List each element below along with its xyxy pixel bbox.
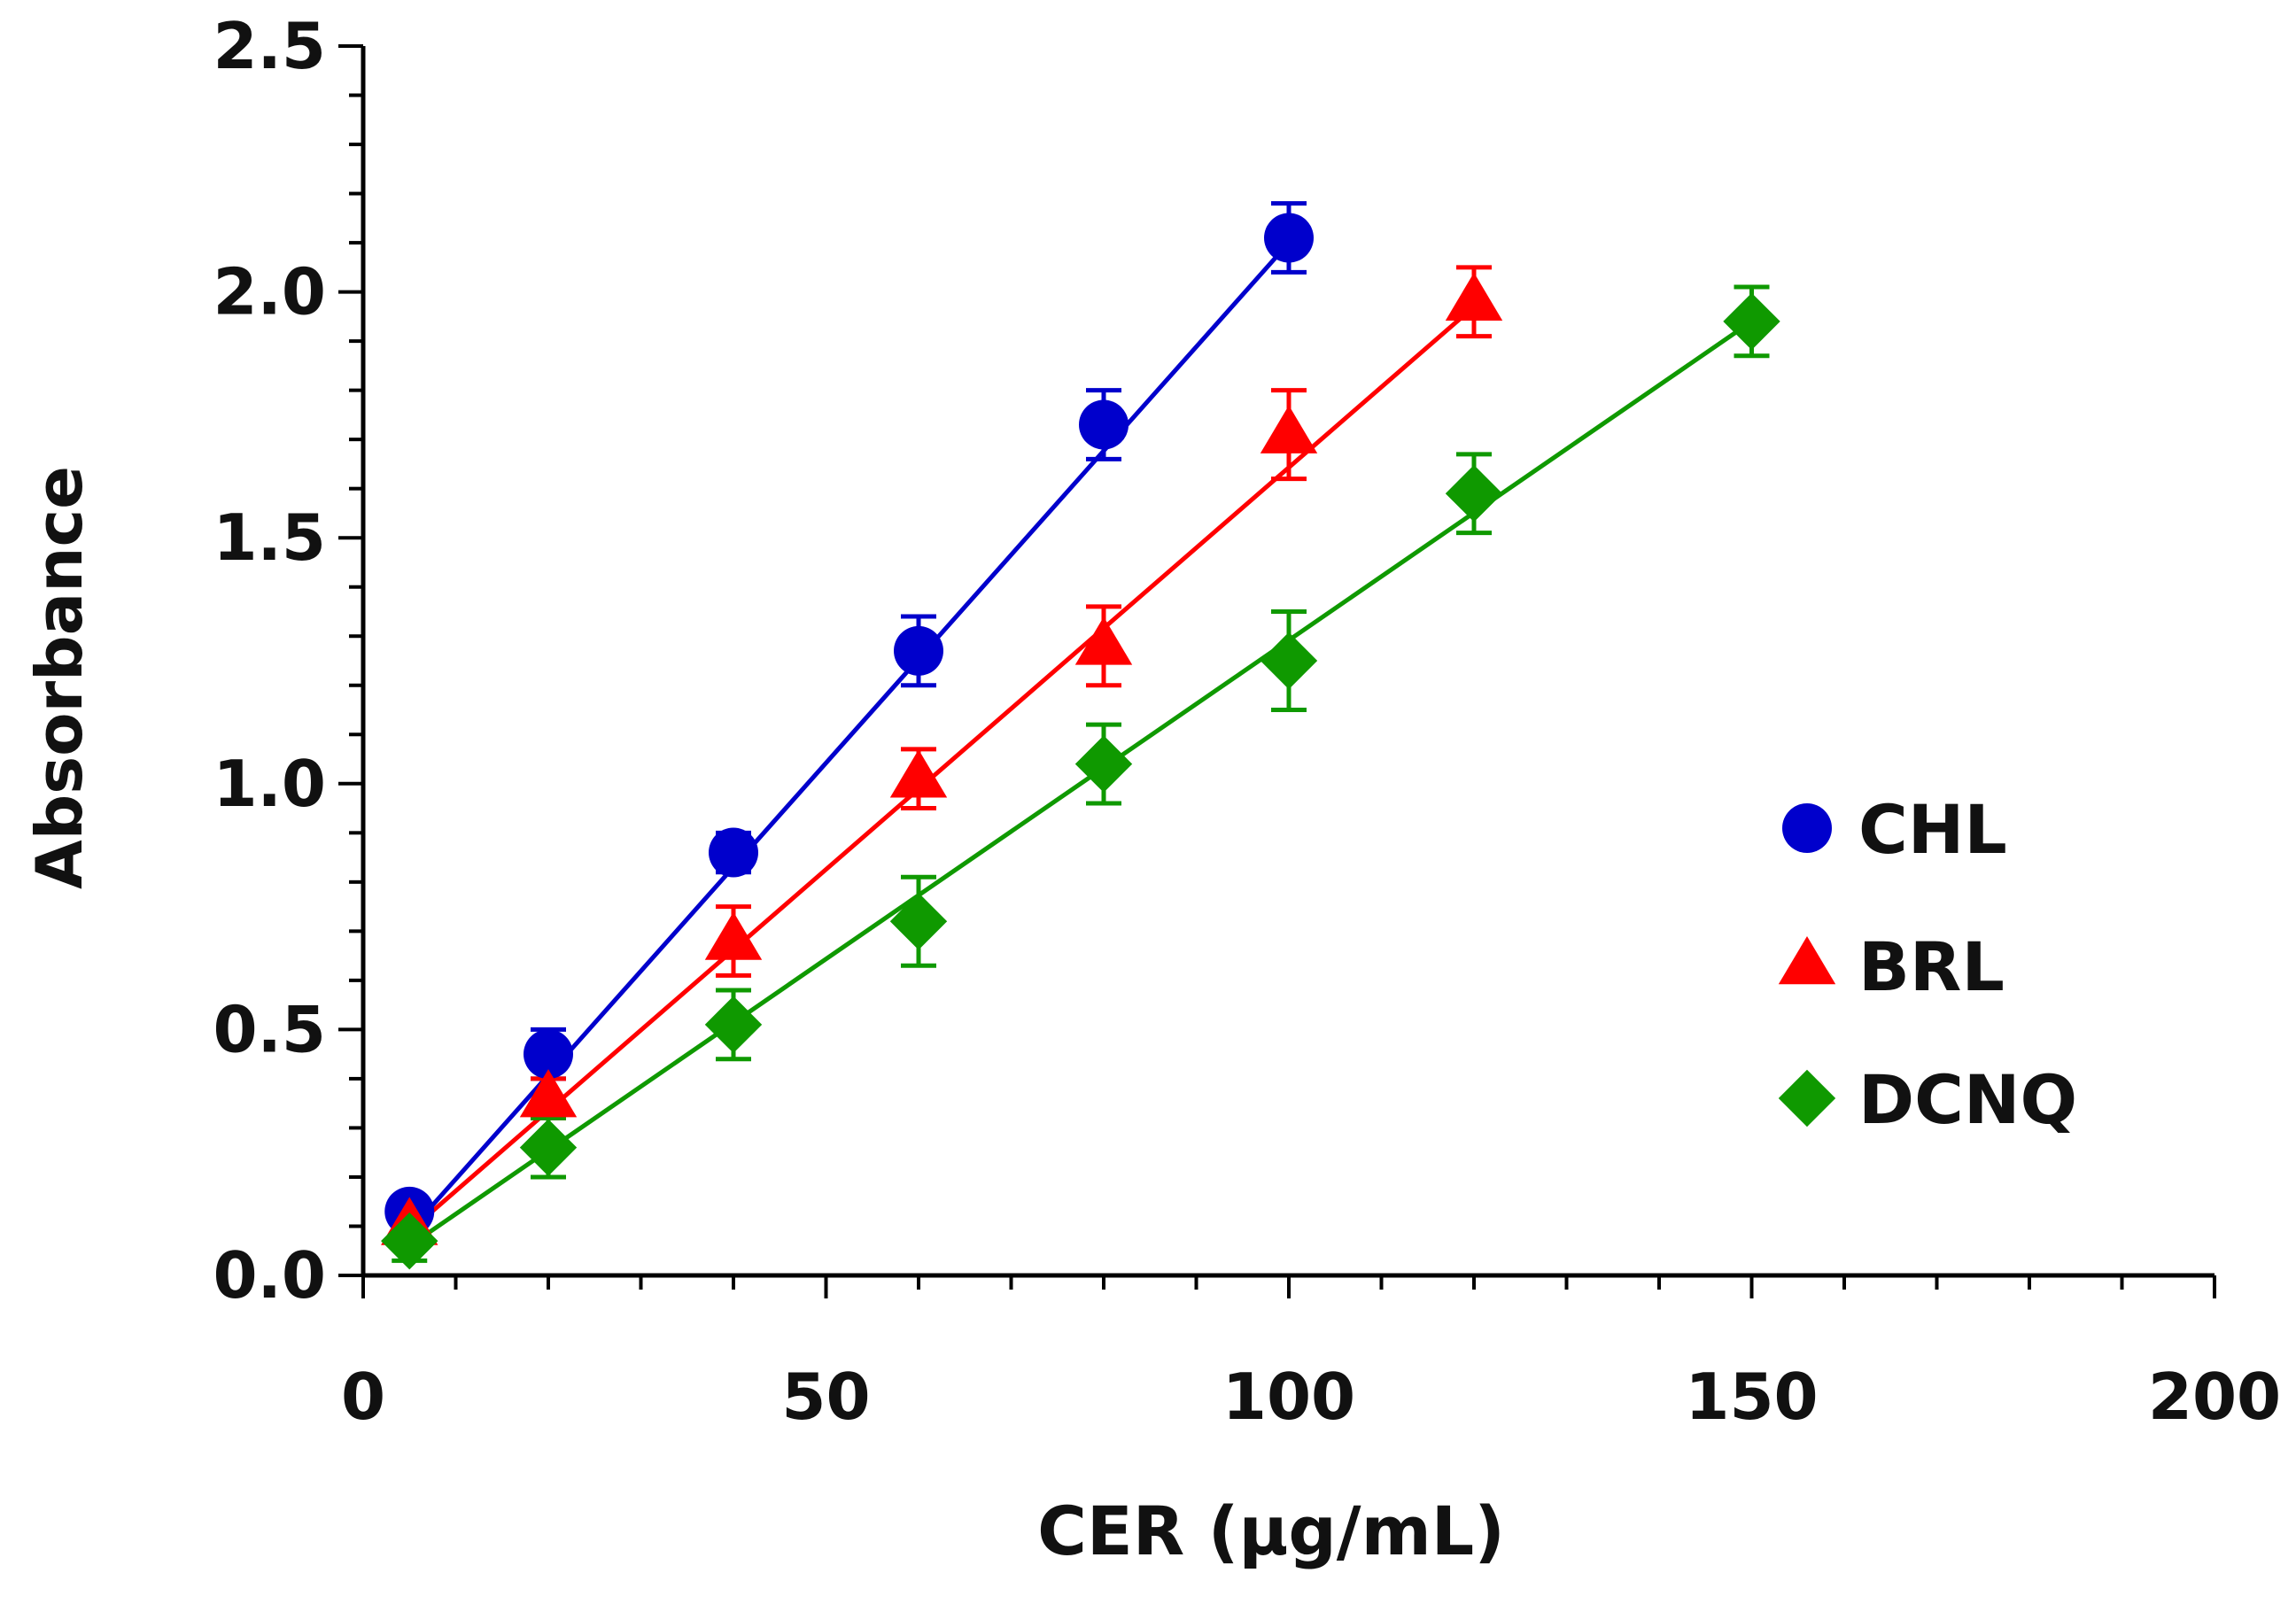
legend-marker-brl: [1778, 936, 1836, 985]
dcnq-data-point: [1074, 735, 1133, 793]
chl-data-point: [709, 827, 758, 878]
dcnq-data-point: [889, 893, 948, 950]
axes: 0.0 0.5 1.0 1.5 2.0 2.5 0 50 100 150 200: [213, 9, 2281, 1434]
fit-lines: [407, 241, 1753, 1248]
y-tick-label: 0.0: [213, 1238, 326, 1313]
brl-data-point: [519, 1069, 578, 1118]
x-tick-label: 150: [1685, 1360, 1818, 1434]
brl-data-point: [889, 749, 948, 798]
dcnq-fit-line: [407, 319, 1753, 1248]
legend-marker-chl: [1782, 803, 1832, 853]
error-bars: [392, 201, 1770, 1263]
dcnq-data-point: [704, 996, 763, 1054]
dcnq-data-point: [1723, 292, 1780, 351]
brl-data-point: [1074, 616, 1133, 665]
y-tick-label: 2.0: [213, 255, 326, 329]
chl-data-point: [524, 1029, 573, 1080]
brl-fit-line: [407, 305, 1476, 1233]
x-tick-label: 200: [2148, 1360, 2281, 1434]
y-axis-title: Absorbance: [22, 466, 97, 889]
y-tick-label: 0.5: [213, 992, 326, 1066]
x-tick-label: 100: [1222, 1360, 1355, 1434]
x-tick-label: 0: [341, 1360, 385, 1434]
dcnq-data-point: [1445, 465, 1503, 523]
chl-data-point: [1079, 399, 1129, 450]
legend-label-dcnq: DCNQ: [1858, 1060, 2077, 1139]
y-tick-label: 1.0: [213, 747, 326, 821]
y-tick-label: 1.5: [213, 500, 326, 575]
legend: CHL BRL DCNQ: [1778, 790, 2077, 1139]
chl-data-point: [1264, 213, 1314, 263]
dcnq-data-point: [519, 1119, 578, 1176]
y-tick-label: 2.5: [213, 9, 326, 83]
brl-data-point: [704, 911, 763, 960]
chl-data-point: [894, 625, 943, 676]
legend-label-chl: CHL: [1858, 790, 2007, 869]
x-axis-title: CER (µg/mL): [1037, 1492, 1505, 1570]
dcnq-data-point: [1260, 632, 1318, 690]
legend-marker-dcnq: [1778, 1069, 1836, 1127]
x-tick-label: 50: [781, 1360, 870, 1434]
data-markers: [381, 213, 1780, 1270]
brl-data-point: [1260, 405, 1318, 453]
dcnq-data-point: [381, 1212, 438, 1270]
brl-data-point: [1445, 272, 1503, 321]
legend-label-brl: BRL: [1858, 927, 2005, 1006]
